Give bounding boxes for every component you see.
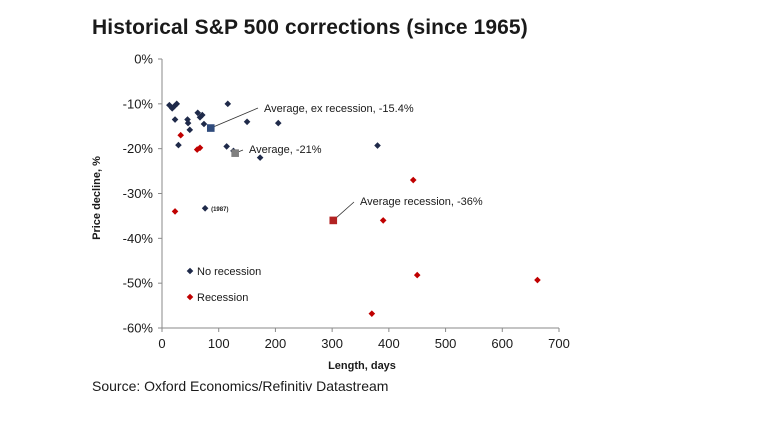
average-recession-marker: [329, 216, 338, 225]
source-note: Source: Oxford Economics/Refinitiv Datas…: [92, 378, 389, 394]
no-recession-point: [223, 143, 230, 150]
average-ex-recession-leader: [210, 107, 259, 129]
annotations: Average, ex recession, -15.4% Average, -2…: [211, 103, 483, 213]
y-axis-label: Price decline, %: [91, 156, 103, 240]
axes: [161, 59, 559, 329]
legend-recession-label: Recession: [197, 292, 248, 304]
annotation-leaders: [210, 107, 355, 221]
recession-point: [534, 276, 541, 284]
no-recession-point: [171, 116, 179, 123]
no-recession-point: [184, 116, 191, 123]
x-tick-label: 0: [158, 336, 165, 351]
recession-point: [413, 271, 421, 279]
x-tick-label: 400: [378, 336, 400, 351]
no-recession-point: [274, 119, 282, 127]
y-tick-label: 0%: [134, 52, 153, 67]
recession-point: [379, 217, 387, 224]
recession-point: [177, 131, 185, 139]
recession-point: [171, 208, 179, 215]
x-tick-label: 700: [548, 336, 570, 351]
no-recession-point: [184, 119, 192, 127]
average-ex-recession-marker: [206, 124, 215, 132]
legend: No recession Recession: [186, 266, 261, 304]
y-tick-label: -60%: [123, 321, 154, 336]
no-recession-point: [224, 100, 232, 108]
no-recession-point: [175, 141, 182, 149]
x-tick-label: 500: [435, 336, 457, 351]
recession-point: [193, 146, 201, 153]
tick-labels: 0% -10% -20% -30% -40% -50% -60% 0 100 200 300 400 5…: [123, 52, 570, 352]
y-tick-label: -40%: [123, 231, 154, 246]
no-recession-point: [173, 100, 181, 108]
x-tick-label: 100: [208, 336, 230, 351]
legend-no-recession-marker: [186, 267, 194, 275]
annotation-1987: (1987): [211, 207, 228, 213]
no-recession-point: [201, 204, 209, 212]
no-recession-point: [198, 111, 206, 119]
recession-point: [196, 144, 204, 152]
data-points: [166, 100, 541, 317]
no-recession-point: [374, 142, 381, 149]
no-recession-point: [200, 120, 208, 128]
recession-point: [409, 176, 417, 184]
y-tick-label: -30%: [123, 186, 154, 201]
y-tick-label: -20%: [123, 141, 154, 156]
no-recession-point: [243, 118, 251, 126]
x-tick-label: 300: [321, 336, 343, 351]
x-axis-label: Length, days: [328, 360, 396, 372]
recession-point: [368, 310, 376, 317]
chart-title: Historical S&P 500 corrections (since 19…: [92, 16, 528, 39]
legend-recession-marker: [186, 293, 194, 301]
y-tick-label: -10%: [123, 96, 154, 111]
no-recession-point: [186, 126, 194, 134]
no-recession-point: [194, 109, 202, 117]
no-recession-point: [196, 113, 204, 121]
y-tick-label: -50%: [123, 276, 154, 291]
legend-no-recession-label: No recession: [197, 266, 261, 278]
no-recession-point: [168, 105, 176, 112]
average-ex-recession-label: Average, ex recession, -15.4%: [264, 103, 414, 115]
no-recession-point: [256, 154, 264, 161]
x-tick-label: 200: [265, 336, 287, 351]
average-all-marker: [231, 149, 239, 157]
average-all-label: Average, -21%: [249, 144, 322, 156]
average-recession-label: Average recession, -36%: [360, 196, 483, 208]
x-tick-label: 600: [491, 336, 513, 351]
